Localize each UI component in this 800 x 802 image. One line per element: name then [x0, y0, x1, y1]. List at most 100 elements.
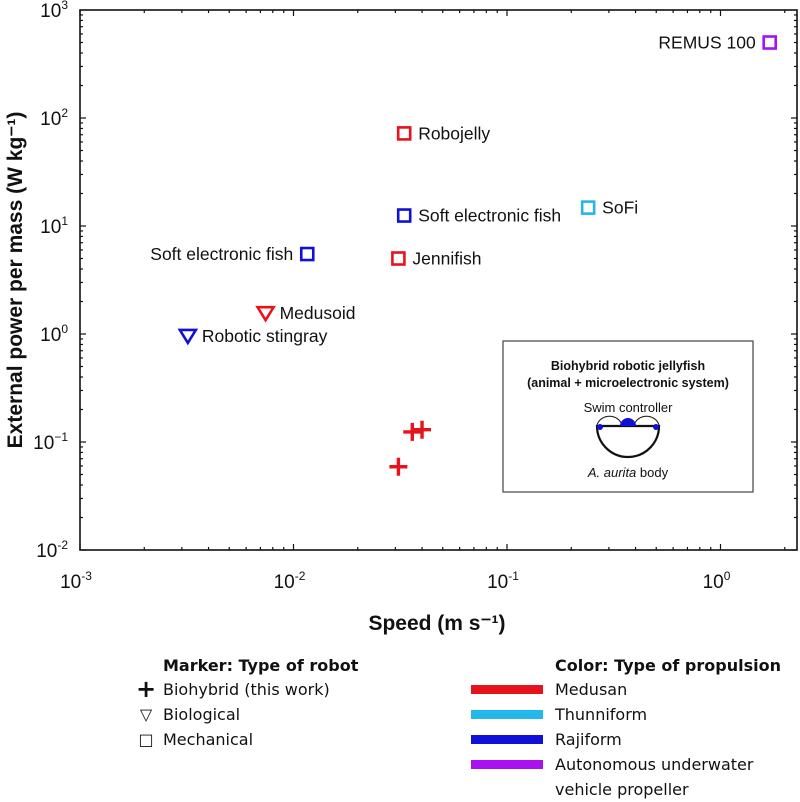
color-swatch	[471, 760, 543, 769]
color-legend-label: Medusan	[555, 680, 628, 699]
tick-base: 10	[36, 541, 57, 562]
tick-base: 10	[40, 1, 61, 22]
tick-exponent: -2	[57, 538, 68, 552]
y-tick-label: 103	[40, 0, 68, 22]
data-point	[413, 420, 432, 439]
point-label: Robotic stingray	[202, 326, 328, 346]
square-marker	[396, 208, 412, 223]
point-label: Soft electronic fish	[418, 206, 561, 226]
point-label: REMUS 100	[658, 33, 756, 53]
tick-base: 10	[40, 217, 61, 238]
tick-exponent: 3	[61, 0, 68, 12]
x-tick-label: 10-3	[60, 569, 92, 593]
square-marker	[391, 251, 406, 266]
inset-title-line1: Biohybrid robotic jellyfish	[551, 359, 705, 373]
color-legend-item: Autonomous underwater vehicle propeller	[471, 752, 791, 802]
x-tick-labels: 10-3 10-2 10-1 100	[60, 569, 731, 593]
y-tick-label: 10-2	[36, 538, 68, 562]
y-tick-label: 102	[40, 106, 68, 130]
tick-exponent: -3	[81, 569, 92, 583]
marker-legend-label: Mechanical	[163, 730, 254, 749]
point-label: Robojelly	[418, 123, 490, 143]
tick-exponent: −1	[54, 430, 68, 444]
square-marker	[396, 126, 412, 141]
data-point: REMUS 100	[658, 33, 778, 53]
y-axis-title: External power per mass (W kg⁻¹)	[4, 112, 27, 449]
body-word: body	[636, 465, 668, 480]
data-point	[389, 457, 408, 476]
data-point: Medusoid	[255, 303, 356, 323]
tick-exponent: 0	[61, 322, 68, 336]
data-point: Soft electronic fish	[150, 244, 315, 264]
color-swatch	[471, 735, 543, 744]
tick-base: 10	[274, 572, 295, 593]
plus-marker	[403, 422, 422, 441]
tick-exponent: 0	[724, 569, 731, 583]
data-points: REMUS 100 Robojelly Soft electronic fish So…	[150, 33, 778, 476]
color-legend-label: Thunniform	[555, 705, 648, 724]
data-point	[403, 422, 422, 441]
tick-exponent: 2	[61, 106, 68, 120]
color-legend-item: Medusan	[471, 677, 791, 702]
data-point: Soft electronic fish	[396, 206, 561, 226]
tick-base: 10	[40, 109, 61, 130]
y-tick-label: 101	[40, 214, 68, 238]
data-point: Robotic stingray	[177, 326, 328, 346]
plot-frame	[79, 9, 798, 551]
triangle-marker-icon: ▽	[139, 705, 153, 724]
inset-title-line2: (animal + microelectronic system)	[527, 376, 729, 390]
data-point: SoFi	[580, 198, 638, 218]
x-axis-title: Speed (m s⁻¹)	[368, 612, 505, 635]
marker-legend-item: □ Mechanical	[138, 727, 358, 752]
tick-exponent: -1	[508, 569, 519, 583]
y-tick-label: 100	[40, 322, 68, 346]
tick-base: 10	[487, 572, 508, 593]
marker-legend-item: + Biohybrid (this work)	[136, 677, 358, 702]
point-label: Medusoid	[280, 303, 356, 323]
triangle-marker	[255, 305, 276, 323]
data-point: Jennifish	[391, 249, 481, 269]
marker-legend-title: Marker: Type of robot	[163, 656, 359, 675]
data-point: Robojelly	[396, 123, 490, 143]
point-label: Jennifish	[412, 249, 481, 269]
color-swatch	[471, 685, 543, 694]
color-swatch	[471, 710, 543, 719]
x-tick-label: 100	[703, 569, 731, 593]
jellyfish-diagram-icon	[595, 415, 661, 459]
y-tick-label: 10−1	[33, 430, 68, 454]
marker-legend-item: ▽ Biological	[140, 702, 358, 727]
tick-exponent: -2	[295, 569, 306, 583]
color-legend-label: Autonomous underwater vehicle propeller	[555, 755, 754, 799]
marker-legend-label: Biohybrid (this work)	[163, 680, 330, 699]
color-legend-label: Rajiform	[555, 730, 622, 749]
color-legend-item: Thunniform	[471, 702, 791, 727]
color-legend-title: Color: Type of propulsion	[555, 656, 781, 675]
plus-marker-icon: +	[135, 675, 157, 703]
tick-base: 10	[33, 433, 54, 454]
square-marker-icon: □	[138, 730, 154, 749]
inset-body-label: A. aurita body	[587, 465, 669, 480]
square-marker	[299, 246, 315, 262]
plus-marker	[413, 420, 432, 439]
color-legend: Color: Type of propulsion Medusan Thunnif…	[471, 656, 791, 802]
marker-legend-label: Biological	[163, 705, 241, 724]
tick-base: 10	[60, 572, 81, 593]
inset-frame	[502, 340, 754, 493]
point-label: Soft electronic fish	[150, 244, 293, 264]
species-name: A. aurita	[587, 465, 636, 480]
marker-legend: Marker: Type of robot + Biohybrid (this …	[136, 656, 359, 752]
inset-box: Biohybrid robotic jellyfish (animal + mi…	[502, 340, 754, 493]
color-legend-item: Rajiform	[471, 727, 791, 752]
x-tick-label: 10-2	[274, 569, 306, 593]
tick-base: 10	[703, 572, 724, 593]
square-marker	[762, 35, 778, 50]
inset-controller-label: Swim controller	[584, 400, 674, 415]
point-label: SoFi	[602, 198, 638, 218]
triangle-marker	[177, 328, 199, 346]
tick-base: 10	[40, 325, 61, 346]
tick-exponent: 1	[61, 214, 68, 228]
square-marker	[580, 200, 596, 215]
plus-marker	[389, 457, 408, 476]
